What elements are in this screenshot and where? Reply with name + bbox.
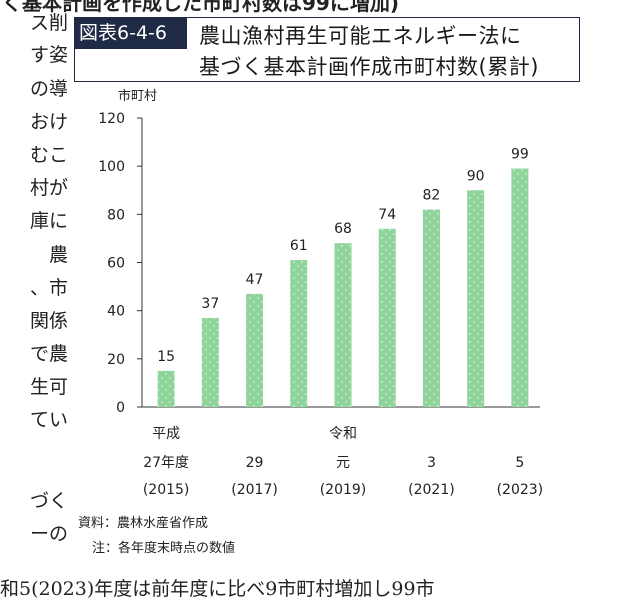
bar (290, 260, 308, 407)
bar (467, 190, 485, 407)
background-text-fragment: 村が (29, 177, 68, 199)
x-tick-label: (2023) (497, 482, 544, 498)
figure-title-box: 図表6-4-6 農山漁村再生可能エネルギー法に 基づく基本計画作成市町村数(累計… (74, 17, 580, 82)
background-text-fragment: 農 (48, 244, 68, 266)
background-text-fragment: 関係 (29, 310, 68, 332)
background-text-fragment: づく (29, 490, 68, 512)
background-text-fragment: おけ (29, 111, 68, 133)
bar (422, 209, 440, 407)
background-text-fragment: の導 (29, 78, 68, 100)
y-axis-label: 市町村 (118, 88, 157, 104)
x-tick-label: 5 (515, 455, 524, 471)
background-text-fragment: 、市 (29, 277, 68, 299)
x-tick-label: 元 (336, 455, 350, 471)
bar-value-label: 99 (511, 147, 529, 163)
footnote: 注：各年度末時点の数値 (92, 541, 236, 556)
bar-value-label: 37 (201, 296, 219, 312)
background-text-fragment: てい (29, 409, 68, 431)
background-text-fragment: す姿 (29, 44, 68, 66)
x-tick-label: 令和 (329, 426, 357, 442)
x-tick-label: 27年度 (143, 455, 189, 471)
x-tick-label: (2017) (231, 482, 278, 498)
bar (246, 293, 264, 407)
x-tick-label: (2015) (143, 482, 190, 498)
x-tick-label: 3 (427, 455, 436, 471)
bar-value-label: 74 (378, 207, 396, 223)
y-tick-label: 20 (107, 352, 125, 368)
bar (378, 228, 396, 407)
figure-title-line2: 基づく基本計画作成市町村数(累計) (199, 55, 539, 79)
bar-value-label: 82 (423, 188, 441, 204)
y-tick-label: 0 (116, 400, 125, 416)
figure-number-badge: 図表6-4-6 (75, 18, 187, 49)
bar (201, 317, 219, 407)
bar-chart: 市町村 0 20 40 60 80 100 120 15 37 47 61 68 74 82 90 99 平成 2… (98, 88, 544, 498)
y-tick-label: 60 (107, 256, 125, 272)
bar (511, 168, 529, 407)
x-tick-label: 29 (246, 455, 264, 471)
x-tick-label: (2021) (408, 482, 455, 498)
y-tick-label: 40 (107, 304, 125, 320)
bar-value-label: 61 (290, 238, 308, 254)
background-text-fragment: で農 (29, 343, 68, 365)
bar (334, 243, 352, 407)
background-text-fragment: 生可 (29, 376, 68, 398)
background-text-top: く基本計画を作成した市町村数は99に増加) (2, 0, 399, 15)
bar (157, 370, 175, 407)
bar-value-label: 90 (467, 168, 485, 184)
x-tick-label: 平成 (152, 426, 180, 442)
y-tick-label: 100 (98, 159, 125, 175)
figure-title-line1: 農山漁村再生可能エネルギー法に (199, 24, 522, 48)
bar-value-label: 68 (334, 221, 352, 237)
background-text-fragment: ーの (29, 523, 68, 545)
background-text-fragment: 庫に (29, 210, 68, 232)
source-note: 資料：農林水産省作成 (78, 516, 209, 531)
x-tick-label: (2019) (320, 482, 367, 498)
y-tick-label: 80 (107, 207, 125, 223)
background-text-fragment: ス削 (29, 12, 68, 34)
bar-value-label: 15 (157, 349, 175, 365)
y-tick-label: 120 (98, 111, 125, 127)
bar-value-label: 47 (246, 272, 264, 288)
background-text-fragment: むこ (29, 144, 68, 166)
